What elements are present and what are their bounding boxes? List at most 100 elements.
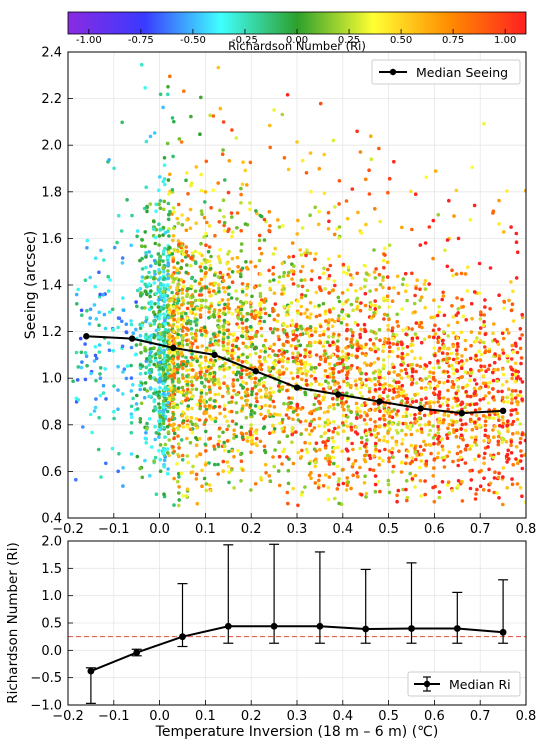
seeing-scatter-point (185, 454, 190, 458)
seeing-scatter-point (185, 368, 189, 373)
seeing-scatter-point (376, 406, 381, 410)
seeing-scatter-point (239, 459, 244, 464)
seeing-scatter-point (202, 384, 207, 389)
seeing-scatter-point (400, 442, 404, 446)
seeing-scatter-point (440, 456, 445, 460)
seeing-scatter-point (176, 352, 180, 356)
seeing-scatter-point (451, 315, 456, 319)
seeing-scatter-point (313, 340, 317, 345)
seeing-scatter-point (408, 363, 413, 367)
seeing-scatter-point (520, 333, 524, 337)
seeing-scatter-point (98, 393, 103, 398)
seeing-scatter-point (138, 326, 143, 331)
seeing-scatter-point (111, 349, 115, 353)
seeing-scatter-point (161, 381, 166, 386)
seeing-scatter-point (286, 501, 290, 506)
seeing-scatter-point (190, 375, 194, 380)
seeing-scatter-point (88, 316, 92, 320)
seeing-scatter-point (295, 413, 300, 417)
seeing-scatter-point (294, 324, 298, 329)
seeing-scatter-point (161, 367, 166, 372)
seeing-scatter-point (346, 370, 350, 375)
seeing-scatter-point (309, 312, 313, 317)
seeing-scatter-point (342, 401, 346, 406)
seeing-scatter-point (427, 225, 432, 229)
seeing-scatter-point (147, 356, 152, 360)
seeing-scatter-point (336, 482, 341, 487)
seeing-scatter-point (392, 390, 397, 394)
ri-y-tick-label: 1.5 (41, 562, 62, 577)
seeing-scatter-point (461, 314, 466, 319)
seeing-scatter-point (294, 346, 298, 351)
seeing-scatter-point (446, 379, 450, 384)
seeing-scatter-point (200, 262, 204, 266)
seeing-scatter-point (358, 391, 362, 395)
seeing-scatter-point (298, 353, 303, 358)
seeing-scatter-point (483, 419, 488, 424)
seeing-scatter-point (147, 417, 152, 421)
seeing-scatter-point (307, 432, 312, 437)
seeing-scatter-point (475, 336, 479, 340)
seeing-scatter-point (442, 413, 447, 417)
seeing-scatter-point (262, 238, 267, 242)
colorbar-tick-label: -1.00 (76, 35, 102, 46)
seeing-scatter-point (191, 464, 195, 469)
seeing-scatter-point (290, 396, 295, 401)
seeing-scatter-point (496, 367, 500, 372)
seeing-scatter-point (368, 456, 373, 461)
seeing-scatter-point (504, 379, 509, 384)
seeing-scatter-point (163, 330, 167, 335)
seeing-scatter-point (382, 438, 386, 443)
seeing-scatter-point (326, 267, 330, 272)
seeing-scatter-point (175, 308, 179, 312)
seeing-scatter-point (227, 306, 231, 311)
seeing-scatter-point (205, 220, 209, 225)
seeing-scatter-point (304, 378, 309, 383)
seeing-scatter-point (171, 405, 176, 410)
seeing-scatter-point (423, 479, 427, 483)
seeing-scatter-point (518, 436, 523, 441)
seeing-scatter-point (436, 359, 440, 363)
seeing-scatter-point (454, 434, 459, 439)
seeing-scatter-point (176, 319, 180, 324)
seeing-scatter-point (506, 448, 511, 453)
seeing-scatter-point (108, 310, 112, 314)
seeing-scatter-point (377, 438, 382, 442)
seeing-scatter-point (250, 389, 254, 394)
seeing-scatter-point (396, 354, 400, 359)
seeing-scatter-point (420, 430, 424, 435)
seeing-scatter-point (172, 265, 176, 270)
seeing-scatter-point (235, 410, 239, 415)
seeing-scatter-point (166, 303, 170, 308)
seeing-scatter-point (166, 85, 170, 89)
seeing-scatter-point (455, 404, 460, 408)
seeing-scatter-point (236, 325, 241, 330)
seeing-scatter-point (346, 314, 351, 318)
seeing-scatter-point (143, 381, 148, 385)
seeing-scatter-point (337, 370, 341, 374)
seeing-scatter-point (208, 371, 212, 376)
seeing-scatter-point (351, 447, 355, 452)
seeing-scatter-point (163, 327, 168, 332)
seeing-scatter-point (140, 475, 145, 480)
seeing-scatter-point (236, 347, 241, 351)
seeing-scatter-point (318, 101, 323, 106)
seeing-scatter-point (144, 139, 149, 144)
seeing-scatter-point (217, 314, 222, 319)
seeing-scatter-point (340, 396, 344, 401)
seeing-scatter-point (436, 213, 441, 217)
median-seeing-line (83, 333, 507, 417)
seeing-scatter-point (451, 382, 456, 387)
seeing-scatter-point (157, 379, 162, 384)
seeing-scatter-point (440, 480, 445, 484)
seeing-x-tick-label: 0.1 (195, 522, 216, 537)
seeing-scatter-point (432, 335, 436, 340)
seeing-scatter-point (474, 402, 479, 406)
seeing-scatter-point (445, 433, 449, 437)
seeing-scatter-point (255, 399, 259, 404)
seeing-scatter-point (344, 346, 348, 350)
seeing-scatter-point (131, 331, 136, 336)
seeing-scatter-point (373, 474, 378, 478)
seeing-scatter-point (308, 151, 313, 155)
seeing-scatter-point (468, 394, 473, 399)
